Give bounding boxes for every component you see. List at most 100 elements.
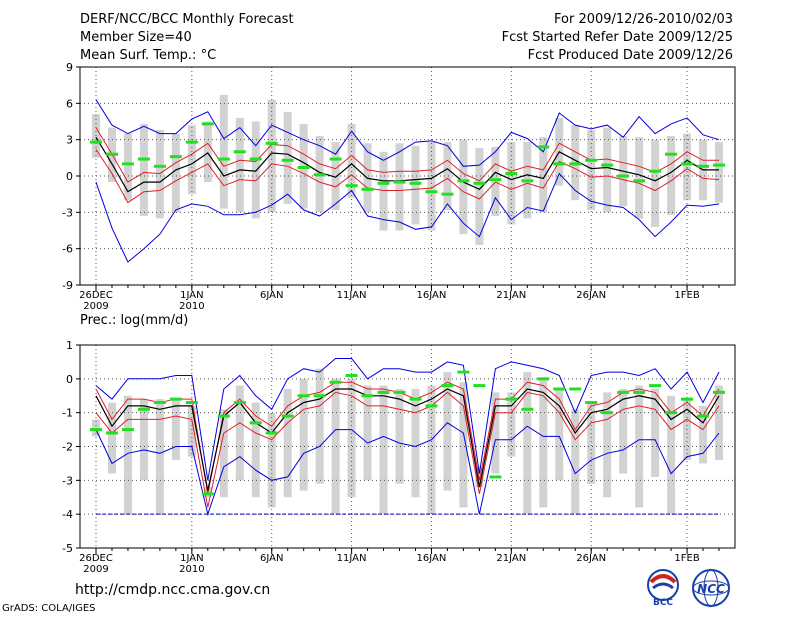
precipitation-xtick-year-label: 2010 <box>179 564 204 575</box>
precipitation-panel-title: Prec.: log(mm/d) <box>80 313 188 328</box>
precipitation-observed-marker <box>633 390 646 394</box>
temperature-spread-box <box>171 133 180 213</box>
temperature-lower-inner-line <box>95 149 720 204</box>
temperature-observed-marker <box>585 158 598 162</box>
chart-title: DERF/NCC/BCC Monthly Forecast <box>80 12 294 27</box>
temperature-upper-outer-line <box>95 99 720 167</box>
precipitation-spread-box <box>635 385 644 508</box>
temperature-upper-inner-line <box>95 127 719 183</box>
precipitation-spread-box <box>283 388 292 498</box>
precipitation-spread-box <box>347 378 356 498</box>
temperature-spread-box <box>155 129 164 219</box>
precipitation-spread-box <box>395 388 404 484</box>
precipitation-spread-box <box>107 402 116 474</box>
ncc-logo-text: NCC <box>697 582 725 596</box>
precipitation-observed-marker <box>169 397 182 401</box>
precipitation-xtick-year-label: 2009 <box>83 564 108 575</box>
temperature-observed-marker <box>697 164 710 168</box>
precipitation-spread-box <box>603 392 612 498</box>
precipitation-spread-box <box>507 392 516 457</box>
temperature-spread-box <box>379 151 388 231</box>
temperature-observed-marker <box>457 179 470 183</box>
temperature-spread-box <box>475 148 484 246</box>
precipitation-observed-marker <box>665 411 678 415</box>
temperature-xtick-label: 11JAN <box>337 290 367 301</box>
precipitation-observed-marker <box>697 414 710 418</box>
temperature-observed-marker <box>553 162 566 166</box>
precipitation-observed-marker <box>201 492 214 496</box>
temperature-xtick-label: 6JAN <box>260 290 283 301</box>
precipitation-spread-box <box>219 409 228 498</box>
temperature-observed-marker <box>217 157 230 161</box>
temperature-observed-marker <box>121 162 134 166</box>
precipitation-ytick-label: 1 <box>66 339 73 352</box>
temperature-observed-marker <box>345 184 358 188</box>
precipitation-spread-box <box>667 395 676 515</box>
temperature-spread-box <box>347 123 356 198</box>
temperature-xtick-label: 16JAN <box>417 290 447 301</box>
temperature-observed-marker <box>617 174 630 178</box>
temperature-observed-marker <box>233 150 246 154</box>
temperature-observed-marker <box>281 158 294 162</box>
precipitation-observed-marker <box>681 397 694 401</box>
temperature-spread-box <box>92 114 100 158</box>
temperature-observed-marker <box>105 152 118 156</box>
temperature-observed-marker <box>505 172 518 176</box>
temperature-spread-box <box>139 123 148 216</box>
temperature-observed-marker <box>537 145 550 149</box>
forecast-period: For 2009/12/26-2010/02/03 <box>554 12 733 27</box>
precipitation-lower-outer-line <box>95 422 720 517</box>
bcc-logo: BCC <box>647 569 679 608</box>
precipitation-spread-box <box>619 388 628 474</box>
precipitation-observed-marker <box>233 401 246 405</box>
precipitation-observed-marker <box>281 414 294 418</box>
temperature-observed-marker <box>425 190 438 194</box>
temperature-spread-box <box>715 142 723 203</box>
precipitation-observed-marker <box>393 390 406 394</box>
precipitation-observed-marker <box>265 431 278 435</box>
precipitation-spread-box <box>171 399 180 461</box>
temperature-ytick-label: 9 <box>66 61 73 74</box>
temperature-ytick-label: -6 <box>62 243 73 256</box>
temperature-observed-marker <box>665 152 678 156</box>
temperature-observed-marker <box>569 162 582 166</box>
temperature-xtick-year-label: 2009 <box>83 301 108 312</box>
temperature-spread-box <box>667 136 676 215</box>
precipitation-xtick-label: 6JAN <box>260 553 283 564</box>
footer-url[interactable]: http://cmdp.ncc.cma.gov.cn <box>75 582 271 598</box>
temperature-lower-outer-line <box>95 172 720 263</box>
precipitation-spread-box <box>123 395 132 515</box>
temperature-observed-marker <box>201 122 214 126</box>
precipitation-ytick-label: -3 <box>62 474 73 487</box>
temperature-spread-box <box>123 133 132 201</box>
precipitation-observed-marker <box>601 411 614 415</box>
precipitation-ytick-label: -1 <box>62 407 73 420</box>
temperature-observed-marker <box>377 181 390 185</box>
temperature-observed-marker <box>90 140 102 144</box>
precipitation-observed-marker <box>249 421 262 425</box>
precipitation-spread-box <box>187 405 196 457</box>
precipitation-observed-marker <box>153 401 166 405</box>
grads-credit: GrADS: COLA/IGES <box>2 603 96 614</box>
temperature-ytick-label: -9 <box>62 279 73 292</box>
precipitation-spread-box <box>587 402 596 484</box>
temperature-spread-box <box>395 143 404 231</box>
temperature-spread-box <box>443 142 452 210</box>
precipitation-spread-box <box>379 385 388 515</box>
temperature-xtick-label: 26DEC <box>79 290 113 301</box>
temperature-spread-box <box>283 111 292 204</box>
temperature-xtick-label: 1JAN <box>180 290 203 301</box>
precipitation-observed-marker <box>377 390 390 394</box>
precipitation-spread-box <box>699 405 708 464</box>
temperature-spread-box <box>603 127 612 213</box>
precipitation-median-line <box>95 388 720 491</box>
precipitation-observed-marker <box>185 401 198 405</box>
temperature-median-line <box>95 136 719 193</box>
temperature-spread-box <box>203 121 212 183</box>
precipitation-observed-marker <box>473 384 486 388</box>
precipitation-xtick-label: 1JAN <box>180 553 203 564</box>
temperature-ytick-label: 3 <box>66 134 73 147</box>
precipitation-observed-marker <box>297 394 310 398</box>
